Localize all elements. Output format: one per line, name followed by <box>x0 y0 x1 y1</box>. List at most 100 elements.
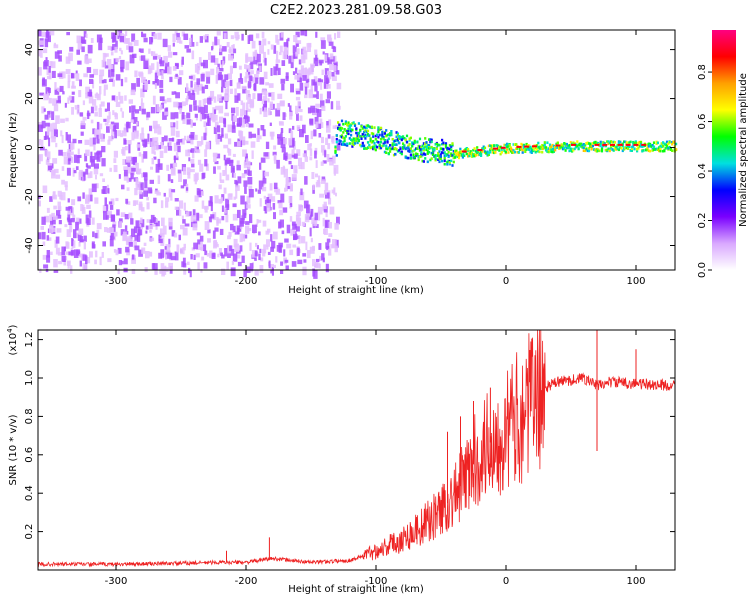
spectrogram-cell <box>158 238 163 244</box>
spectrogram-cell <box>120 229 125 236</box>
spectrogram-cell <box>340 134 344 137</box>
spectrogram-cell <box>368 125 371 128</box>
spectrogram-cell <box>364 147 367 150</box>
spectrogram-cell <box>325 182 328 192</box>
spectrogram-cell <box>217 72 222 81</box>
spectrogram-cell <box>577 147 580 151</box>
spectrogram-cell <box>309 156 313 161</box>
spectrogram-cell <box>271 92 275 101</box>
spectrogram-cell <box>629 140 632 144</box>
spectrogram-cell <box>370 141 373 144</box>
spectrogram-cell <box>38 124 43 132</box>
spectrogram-cell <box>160 228 163 236</box>
spectrogram-cell <box>243 180 248 187</box>
spectrogram-cell <box>190 215 196 222</box>
spectrogram-cell <box>317 211 321 221</box>
spectrogram-cell <box>477 153 480 157</box>
spectrogram-cell <box>296 113 299 121</box>
spectrogram-cell <box>168 51 173 58</box>
spectrogram-cell <box>325 212 328 218</box>
spectrogram-cell <box>170 127 176 136</box>
spectrogram-cell <box>435 147 438 150</box>
spectrogram-cell <box>50 129 55 139</box>
spectrogram-cell <box>568 144 571 147</box>
spectrogram-cell <box>194 134 198 140</box>
spectrogram-cell <box>463 154 466 157</box>
spectrogram-cell <box>168 217 173 227</box>
spectrogram-cell <box>438 143 441 147</box>
spectrogram-cell <box>128 242 133 247</box>
spectrogram-cell <box>241 255 245 263</box>
spectrogram-cell <box>629 149 632 152</box>
spectrogram-cell <box>663 149 666 153</box>
spectrogram-cell <box>469 150 472 153</box>
spectrogram-cell <box>160 249 165 258</box>
spectrogram-cell <box>534 150 537 154</box>
spectrogram-cell <box>331 72 335 77</box>
spectrogram-cell <box>239 130 244 140</box>
spectrogram-cell <box>346 123 349 127</box>
spectrogram-cell <box>76 49 80 55</box>
spectrogram-cell <box>441 147 444 151</box>
spectrogram-cell <box>275 34 279 43</box>
spectrogram-cell <box>580 145 583 148</box>
spectrogram-cell <box>123 258 128 265</box>
spectrogram-cell <box>112 224 116 228</box>
spectrogram-cell <box>152 95 156 105</box>
spectrogram-cell <box>292 244 297 248</box>
spectrogram-cell <box>131 132 135 141</box>
spectrogram-cell <box>404 147 407 151</box>
spectrogram-cell <box>390 133 393 137</box>
spectrogram-cell <box>143 173 148 181</box>
spectrogram-cell <box>154 125 158 134</box>
spectrogram-cell <box>286 224 291 234</box>
spectrogram-cell <box>288 160 292 165</box>
spectrogram-cell <box>257 128 260 136</box>
spectrogram-cell <box>249 214 253 224</box>
spectrogram-cell <box>507 143 510 146</box>
spectrogram-cell <box>382 142 385 146</box>
spectrogram-cell <box>304 94 308 99</box>
spectrogram-cell <box>89 171 93 178</box>
spectrogram-cell <box>129 54 135 64</box>
spectrogram-cell <box>200 106 205 115</box>
spectrogram-cell <box>556 141 559 145</box>
spectrogram-cell <box>254 269 259 276</box>
spectrogram-cell <box>175 130 180 138</box>
spectrogram-cell <box>175 73 178 77</box>
spectrogram-cell <box>504 150 507 154</box>
spectrogram-cell <box>431 147 435 151</box>
spectrogram-cell <box>141 31 144 38</box>
spectrogram-cell <box>264 100 267 108</box>
spectrogram-cell <box>435 142 438 146</box>
spectrogram-cell <box>315 160 318 168</box>
spectrogram-cell <box>216 67 219 74</box>
spectrogram-cell <box>309 227 312 237</box>
spectrogram-cell <box>70 141 74 151</box>
spectrogram-cell <box>357 122 360 125</box>
spectrogram-cell <box>76 108 79 115</box>
spectrogram-cell <box>450 154 453 158</box>
spectrogram-cell <box>335 70 340 75</box>
spectrogram-cell <box>264 171 269 177</box>
spectrogram-cell <box>103 84 108 90</box>
spectrogram-cell <box>461 156 464 159</box>
spectrogram-cell <box>251 150 254 159</box>
spectrogram-cell <box>101 189 105 194</box>
spectrogram-cell <box>54 88 60 95</box>
spectrogram-cell <box>290 130 294 140</box>
spectrogram-cell <box>230 223 234 231</box>
spectrogram-cell <box>70 151 74 156</box>
spectrogram-cell <box>552 144 555 148</box>
spectrogram-cell <box>193 173 198 182</box>
spectrogram-cell <box>355 131 358 135</box>
spectrogram-cell <box>131 257 136 264</box>
spectrogram-cell <box>198 57 202 65</box>
spectrogram-cell <box>550 145 553 148</box>
spectrogram-cell <box>113 158 117 163</box>
spectrogram-cell <box>263 51 266 59</box>
spectrogram-cell <box>162 69 167 74</box>
spectrogram-cell <box>365 147 368 150</box>
spectrogram-cell <box>421 159 424 163</box>
spectrogram-cell <box>102 178 105 182</box>
